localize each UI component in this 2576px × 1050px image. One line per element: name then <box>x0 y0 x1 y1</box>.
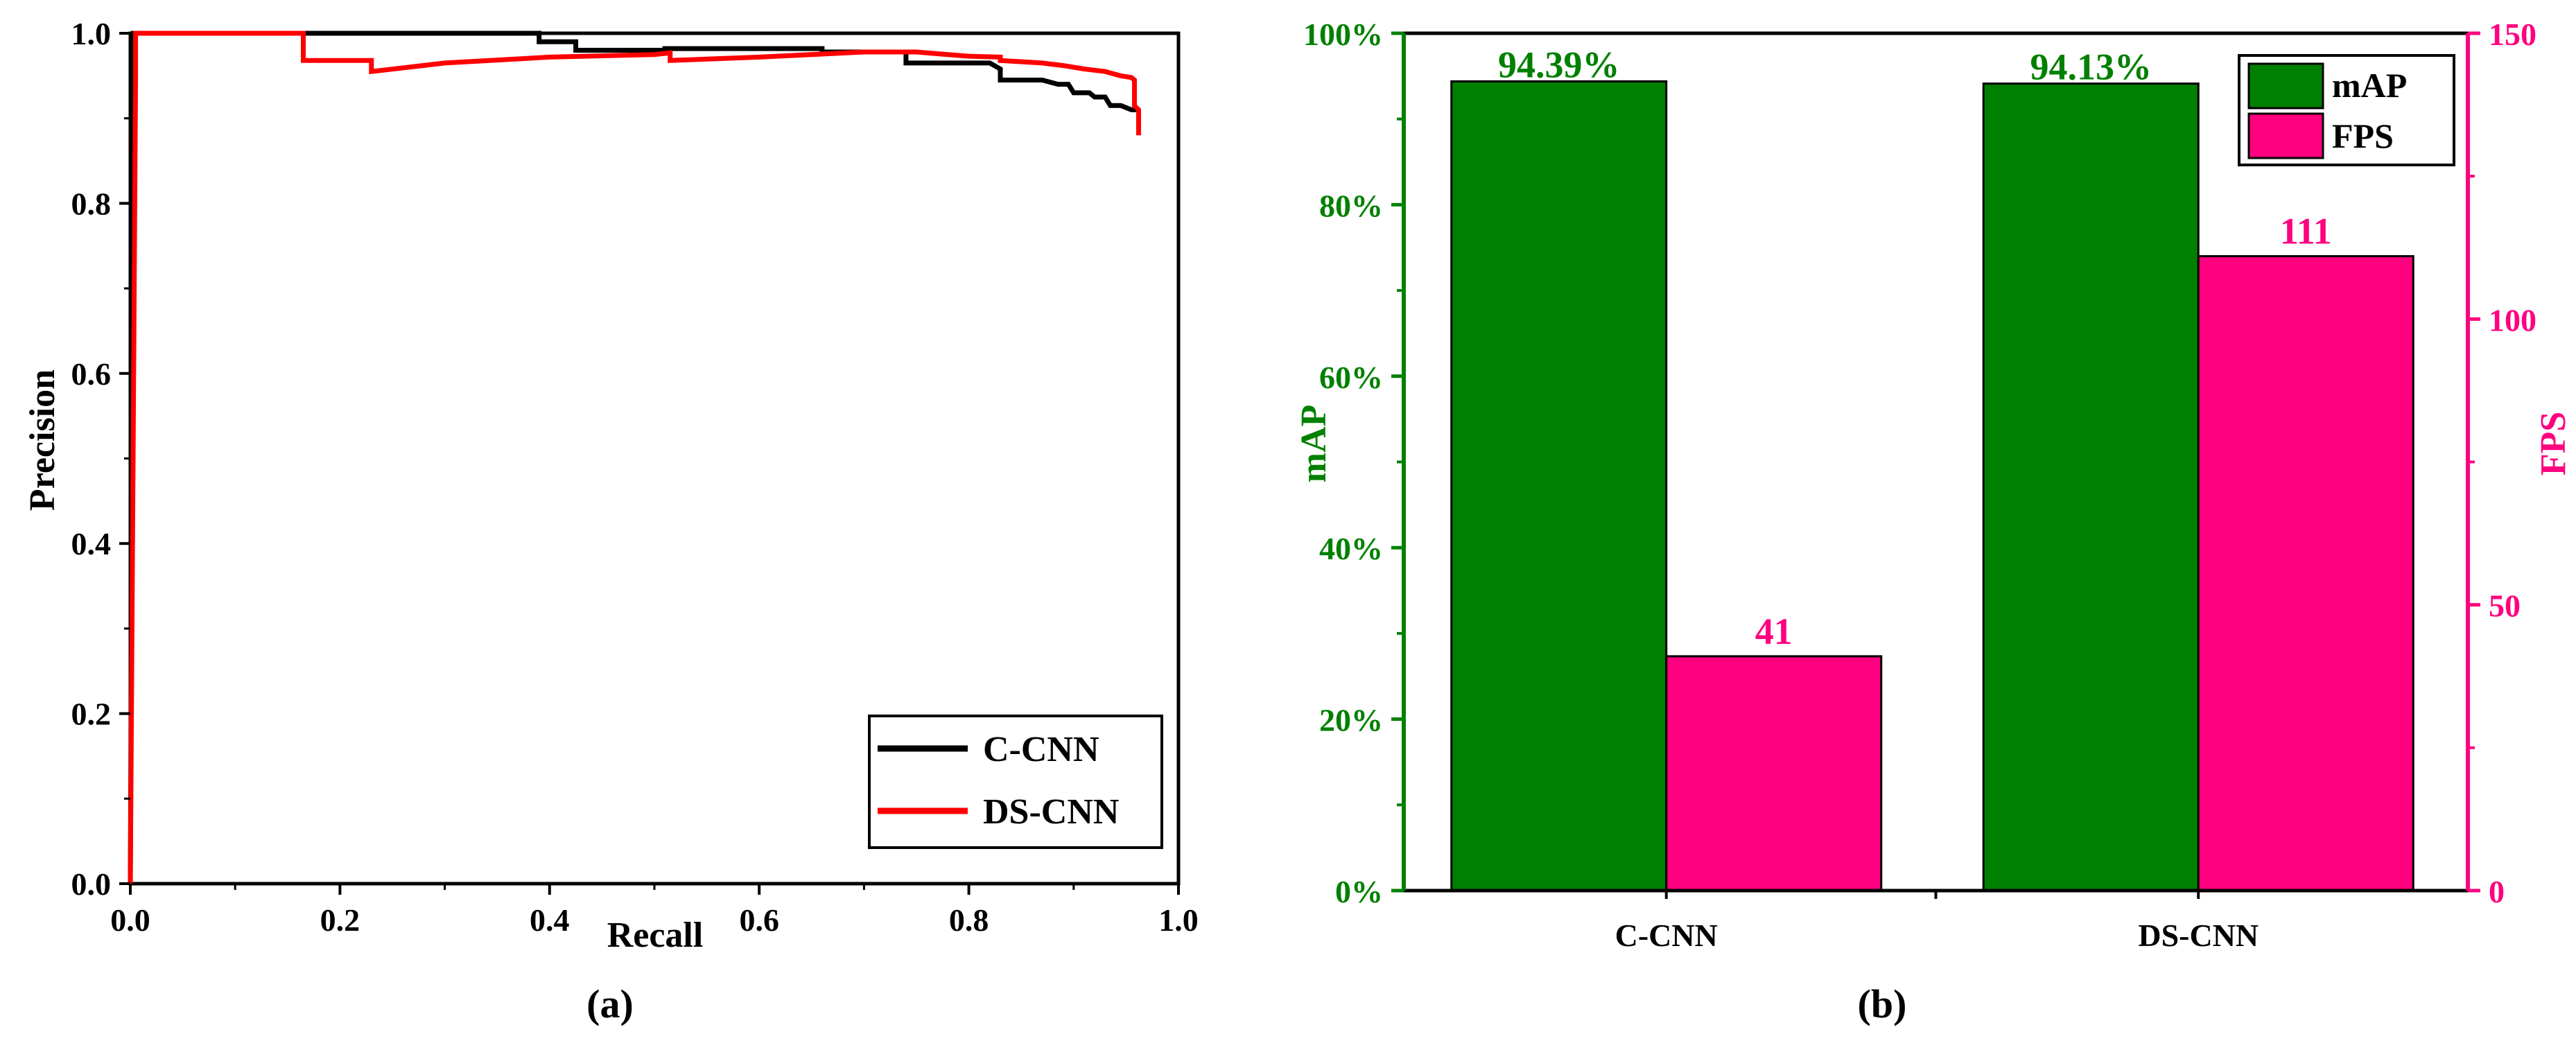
y-tick-label: 0.8 <box>71 186 112 221</box>
pr-series-group <box>128 30 1141 884</box>
category-label: C-CNN <box>1615 918 1718 953</box>
category-label: DS-CNN <box>2138 918 2259 953</box>
pr-y-ticks: 0.0 0.2 0.4 0.6 0.8 1.0 <box>71 16 130 902</box>
y-tick-label: 0.6 <box>71 356 112 392</box>
legend-label-fps: FPS <box>2332 116 2394 155</box>
value-label-fps: 41 <box>1755 611 1793 652</box>
fps-tick-label: 0 <box>2489 874 2505 909</box>
series-line-c-cnn <box>128 30 1137 884</box>
map-tick-label: 60% <box>1319 360 1383 395</box>
value-labels: 94.39% 41 94.13% 111 <box>1498 44 2332 651</box>
category-labels: C-CNN DS-CNN <box>1615 918 2259 953</box>
pr-curve-panel: 0.0 0.2 0.4 0.6 0.8 1.0 0.0 0.2 0.4 0.6 0.8 1.0 Re… <box>0 0 1289 1050</box>
pr-y-axis-label: Precision <box>23 369 62 511</box>
pr-legend-box <box>868 715 1163 849</box>
map-axis-ticks: 0% 20% 40% 60% 80% 100% <box>1303 17 1404 909</box>
x-tick-label: 0.6 <box>739 902 779 938</box>
bar-group <box>1450 80 2414 892</box>
fps-axis-label: FPS <box>2534 412 2573 475</box>
bar-map-c-cnn <box>1450 80 1668 892</box>
y-tick-label: 1.0 <box>71 16 112 51</box>
bar-panel-caption: (b) <box>1858 981 1907 1026</box>
pr-panel-caption: (a) <box>586 981 634 1026</box>
legend-swatch-fps <box>2247 112 2324 159</box>
x-tick-label: 0.0 <box>110 902 150 938</box>
legend-label-ds-cnn: DS-CNN <box>983 792 1119 832</box>
map-tick-label: 80% <box>1319 188 1383 223</box>
pr-x-ticks: 0.0 0.2 0.4 0.6 0.8 1.0 <box>110 884 1199 938</box>
pr-x-axis-label: Recall <box>607 916 704 955</box>
y-tick-label: 0.4 <box>71 526 112 561</box>
y-tick-label: 0.0 <box>71 866 112 902</box>
bar-legend: mAP FPS <box>2238 54 2455 166</box>
map-tick-label: 0% <box>1335 874 1383 909</box>
map-tick-label: 100% <box>1303 17 1383 52</box>
legend-label-c-cnn: C-CNN <box>983 730 1099 769</box>
bar-map-ds-cnn <box>1982 82 2200 892</box>
x-tick-label: 0.8 <box>949 902 989 938</box>
series-line-ds-cnn <box>128 30 1141 884</box>
pr-legend: C-CNN DS-CNN <box>868 715 1163 849</box>
legend-swatch-map <box>2247 62 2324 110</box>
fps-tick-label: 50 <box>2489 588 2521 624</box>
legend-label-map: mAP <box>2332 66 2407 105</box>
value-label-map: 94.13% <box>2030 46 2152 88</box>
fps-tick-label: 150 <box>2489 17 2536 52</box>
map-tick-label: 40% <box>1319 531 1383 566</box>
panel-a-background <box>0 0 1289 1050</box>
x-tick-label: 0.2 <box>320 902 360 938</box>
bar-fps-c-cnn <box>1665 655 1883 892</box>
y-tick-label: 0.2 <box>71 697 112 732</box>
map-axis-label: mAP <box>1294 405 1334 483</box>
value-label-fps: 111 <box>2280 211 2332 252</box>
fps-axis-ticks: 0 50 100 150 <box>2468 17 2536 909</box>
x-tick-label: 0.4 <box>530 902 570 938</box>
map-tick-label: 20% <box>1319 703 1383 738</box>
bar-chart-panel: 0% 20% 40% 60% 80% 100% 0 50 100 150 C-CNN DS-CNN… <box>1294 17 2573 1026</box>
bar-fps-ds-cnn <box>2197 255 2414 892</box>
fps-tick-label: 100 <box>2489 302 2536 338</box>
x-tick-label: 1.0 <box>1158 902 1199 938</box>
value-label-map: 94.39% <box>1498 44 1620 85</box>
